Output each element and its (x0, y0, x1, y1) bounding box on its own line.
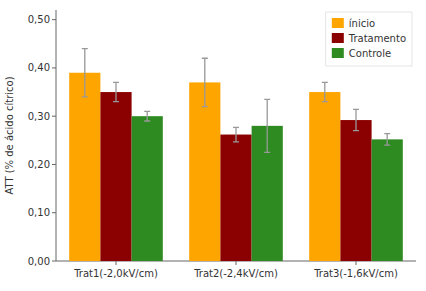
bar (309, 92, 340, 261)
x-tick-label: Trat2(-2,4kV/cm) (193, 268, 278, 279)
axes: 0,00 0,10 0,20 0,30 0,40 0,50 ATT (% de ácido … (4, 10, 416, 279)
y-tick (52, 67, 56, 68)
bar (69, 73, 100, 261)
y-tick-label: 0,10 (28, 207, 50, 218)
bar (132, 116, 163, 261)
y-tick-label: 0,40 (28, 62, 50, 73)
bar (372, 139, 403, 261)
legend-swatch (332, 48, 344, 58)
bar (189, 82, 220, 261)
x-tick (236, 261, 237, 265)
error-bar (353, 109, 359, 130)
y-tick-label: 0,50 (28, 14, 50, 25)
legend-label: ínicio (349, 18, 375, 29)
legend-label: Tratamento (348, 33, 406, 44)
error-bar (144, 111, 150, 121)
legend-swatch (332, 33, 344, 43)
x-tick (356, 261, 357, 265)
legend: ínicio Tratamento Controle (326, 12, 412, 66)
legend-frame (326, 12, 412, 66)
y-tick-label: 0,00 (28, 256, 50, 267)
x-tick-label: Trat3(-1,6kV/cm) (313, 268, 398, 279)
chart: 0,00 0,10 0,20 0,30 0,40 0,50 ATT (% de ácido … (0, 0, 426, 291)
y-axis-label: ATT (% de ácido cítrico) (4, 76, 15, 194)
legend-label: Controle (349, 48, 391, 59)
y-tick (52, 212, 56, 213)
plot-area (69, 49, 403, 261)
error-bar (202, 58, 208, 106)
error-bar (264, 99, 270, 152)
y-tick-label: 0,30 (28, 111, 50, 122)
legend-swatch (332, 18, 344, 28)
error-bar (322, 82, 328, 101)
y-tick (52, 261, 56, 262)
bar (100, 92, 131, 261)
error-bar (82, 49, 88, 97)
y-tick (52, 19, 56, 20)
y-tick-label: 0,20 (28, 159, 50, 170)
error-bar (384, 134, 390, 146)
bar (340, 120, 371, 261)
x-tick-label: Trat1(-2,0kV/cm) (73, 268, 158, 279)
bar (220, 135, 251, 261)
y-tick (52, 164, 56, 165)
error-bar (113, 82, 119, 101)
error-bar (233, 127, 239, 141)
y-axis-line (56, 10, 57, 261)
x-tick (116, 261, 117, 265)
y-tick (52, 116, 56, 117)
